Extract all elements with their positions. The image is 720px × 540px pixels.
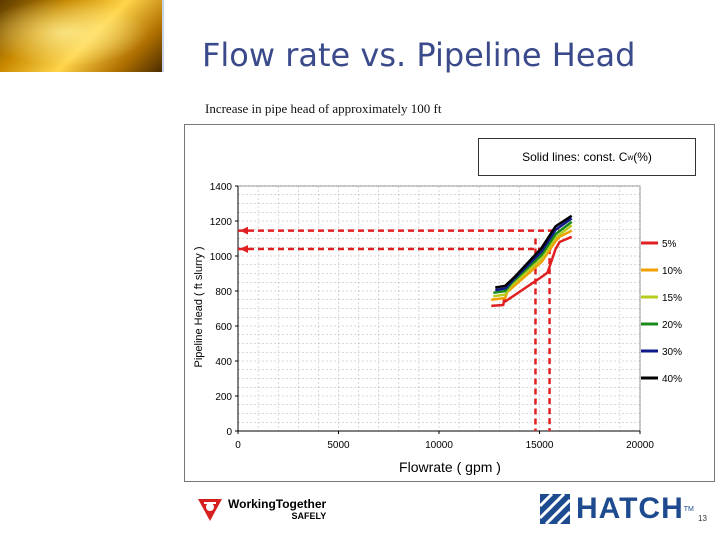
header-divider (162, 0, 164, 72)
safely-text: SAFELY (291, 511, 327, 521)
x-tick-label: 5000 (327, 440, 350, 451)
note-suffix: (%) (633, 150, 652, 164)
slide-subtitle: Increase in pipe head of approximately 1… (205, 101, 442, 116)
legend-label: 30% (662, 347, 682, 358)
hatch-logo: HATCH TM (540, 492, 694, 526)
y-tick-label: 1200 (210, 217, 233, 228)
legend-label: 20% (662, 320, 682, 331)
y-tick-label: 1400 (210, 182, 233, 193)
note-subscript: w (627, 152, 634, 162)
series-line-15pct (493, 224, 573, 298)
y-tick-label: 1000 (210, 252, 233, 263)
x-tick-label: 20000 (626, 440, 654, 451)
series-line-20pct (493, 220, 573, 295)
header-flame-image (0, 0, 162, 72)
working-together-text: WorkingTogether (228, 497, 327, 511)
x-tick-label: 0 (235, 440, 241, 451)
legend-label: 40% (662, 374, 682, 385)
working-together-logo: WorkingTogether SAFELY (196, 497, 326, 523)
y-tick-label: 400 (215, 357, 232, 368)
legend-label: 10% (662, 266, 682, 277)
annotation-arrowhead (240, 245, 248, 253)
x-axis-label: Flowrate ( gpm ) (399, 459, 501, 475)
series-line-10pct (491, 229, 573, 302)
safety-shield-icon (198, 499, 222, 521)
y-tick-label: 800 (215, 287, 232, 298)
y-tick-label: 200 (215, 392, 232, 403)
x-tick-label: 10000 (425, 440, 453, 451)
y-axis-label: Pipeline Head ( ft slurry ) (193, 246, 205, 367)
y-tick-label: 0 (226, 427, 232, 438)
series-line-40pct (495, 214, 573, 289)
note-prefix: Solid lines: const. C (522, 150, 628, 164)
page-number: 13 (698, 514, 707, 523)
legend-label: 15% (662, 293, 682, 304)
legend-label: 5% (662, 239, 677, 250)
series-line-5pct (491, 235, 573, 308)
hatch-mark-icon (540, 494, 570, 524)
slide-title: Flow rate vs. Pipeline Head (202, 36, 636, 74)
series-line-30pct (495, 217, 573, 292)
annotation-arrowhead (240, 226, 248, 235)
y-tick-label: 600 (215, 322, 232, 333)
trademark-mark: TM (683, 505, 694, 513)
x-tick-label: 15000 (526, 440, 554, 451)
hatch-wordmark: HATCH (576, 492, 684, 525)
